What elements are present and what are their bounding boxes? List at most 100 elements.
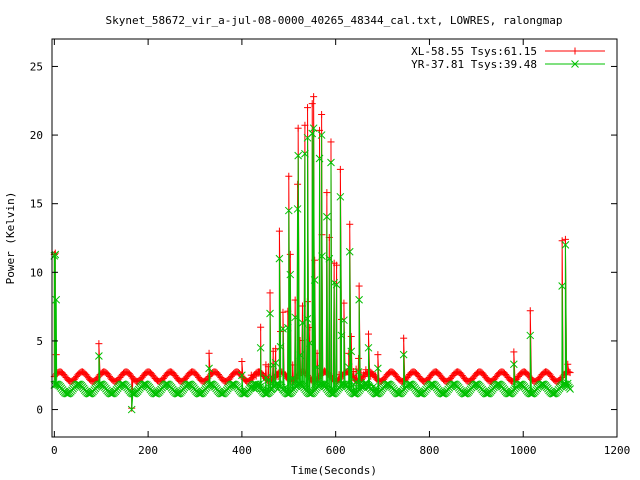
data-point bbox=[140, 380, 149, 389]
data-point bbox=[257, 323, 265, 331]
legend-item: YR-37.81 Tsys:39.48 bbox=[411, 58, 605, 71]
data-point bbox=[273, 380, 281, 389]
data-point bbox=[293, 205, 302, 213]
series-line bbox=[53, 128, 571, 410]
data-point bbox=[205, 364, 213, 373]
data-point bbox=[296, 351, 304, 360]
data-point bbox=[271, 359, 280, 367]
x-tick-label: 400 bbox=[232, 444, 252, 457]
data-point bbox=[354, 368, 363, 376]
data-point bbox=[404, 380, 413, 389]
data-point bbox=[291, 313, 300, 322]
data-point bbox=[301, 149, 309, 158]
data-point bbox=[509, 360, 518, 369]
data-point bbox=[374, 364, 382, 373]
data-point bbox=[313, 363, 321, 371]
data-point bbox=[347, 347, 356, 356]
data-point bbox=[308, 129, 317, 138]
y-tick-label: 5 bbox=[36, 335, 43, 348]
data-point bbox=[63, 389, 72, 398]
data-point bbox=[323, 189, 331, 197]
data-point bbox=[336, 165, 344, 173]
data-point bbox=[238, 358, 246, 366]
data-point bbox=[561, 235, 569, 243]
data-point bbox=[286, 270, 295, 279]
legend-item: XL-58.55 Tsys:61.15 bbox=[411, 45, 605, 58]
data-point bbox=[340, 316, 348, 325]
data-point bbox=[283, 323, 292, 332]
data-point bbox=[566, 369, 574, 377]
data-point bbox=[195, 389, 204, 398]
data-point bbox=[327, 158, 335, 167]
data-point bbox=[364, 330, 372, 338]
data-point bbox=[275, 227, 283, 235]
data-point bbox=[194, 389, 203, 398]
data-point bbox=[315, 154, 324, 163]
data-point bbox=[252, 372, 260, 380]
y-axis-label: Power (Kelvin) bbox=[4, 192, 17, 285]
data-point bbox=[317, 131, 326, 139]
data-point bbox=[294, 151, 303, 160]
data-point bbox=[298, 319, 307, 327]
data-point bbox=[337, 331, 346, 340]
data-point bbox=[332, 280, 341, 289]
y-tick-label: 25 bbox=[30, 60, 43, 73]
data-point bbox=[276, 342, 285, 351]
data-point bbox=[279, 324, 287, 333]
data-point bbox=[355, 295, 363, 304]
data-point bbox=[127, 405, 136, 414]
data-point bbox=[305, 339, 314, 347]
data-point bbox=[345, 247, 354, 256]
data-point bbox=[266, 289, 274, 297]
series-yr bbox=[50, 124, 574, 414]
y-tick-label: 10 bbox=[30, 266, 43, 279]
data-point bbox=[205, 349, 213, 357]
y-tick-label: 0 bbox=[36, 404, 43, 417]
data-point bbox=[347, 332, 355, 340]
data-point bbox=[505, 389, 514, 398]
data-point bbox=[342, 380, 351, 389]
data-point bbox=[285, 172, 293, 180]
y-tick-label: 15 bbox=[30, 198, 43, 211]
data-point bbox=[561, 241, 570, 249]
legend-marker bbox=[571, 60, 579, 68]
x-tick-label: 200 bbox=[138, 444, 158, 457]
data-point bbox=[303, 314, 312, 323]
plot-frame bbox=[51, 38, 618, 438]
data-point bbox=[558, 282, 566, 290]
x-tick-label: 600 bbox=[326, 444, 346, 457]
data-point bbox=[399, 350, 408, 359]
y-tick-label: 20 bbox=[30, 129, 43, 142]
data-point bbox=[355, 282, 363, 290]
data-point bbox=[364, 343, 373, 352]
data-point bbox=[558, 237, 566, 245]
data-point bbox=[95, 352, 103, 360]
x-tick-label: 800 bbox=[420, 444, 440, 457]
data-point bbox=[344, 363, 353, 372]
data-point bbox=[323, 212, 331, 221]
legend-label: XL-58.55 Tsys:61.15 bbox=[411, 45, 537, 58]
data-point bbox=[264, 375, 273, 384]
data-point bbox=[510, 348, 518, 356]
data-point bbox=[310, 93, 318, 101]
data-point bbox=[481, 389, 490, 398]
data-point bbox=[336, 192, 345, 201]
data-point bbox=[355, 354, 363, 362]
data-point bbox=[526, 331, 535, 340]
data-point bbox=[172, 389, 181, 398]
data-point bbox=[288, 374, 297, 382]
x-tick-label: 1000 bbox=[510, 444, 537, 457]
x-tick-label: 1200 bbox=[604, 444, 631, 457]
data-point bbox=[301, 121, 309, 129]
data-point bbox=[320, 379, 329, 388]
data-point bbox=[95, 340, 103, 348]
data-point bbox=[346, 220, 354, 228]
data-point bbox=[318, 252, 326, 261]
data-point bbox=[309, 124, 318, 133]
data-point bbox=[286, 250, 294, 258]
data-point bbox=[325, 254, 334, 263]
data-point bbox=[526, 307, 534, 315]
data-point bbox=[52, 295, 61, 304]
data-point bbox=[279, 308, 287, 316]
